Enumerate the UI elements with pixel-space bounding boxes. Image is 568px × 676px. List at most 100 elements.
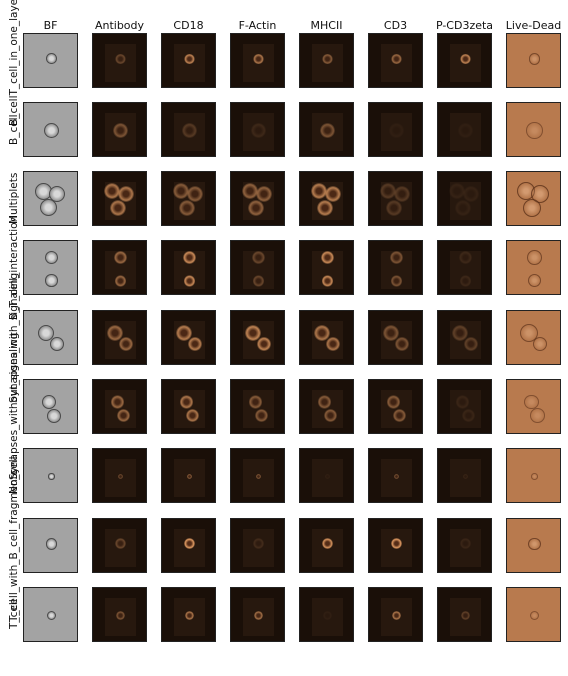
fluorescent-cell [109, 199, 126, 216]
micrograph-tile [299, 587, 354, 642]
bf-cell [50, 337, 64, 351]
fluorescent-cell [322, 53, 333, 64]
fluorescent-cell [117, 185, 135, 203]
fluorescent-cell [462, 185, 480, 203]
micrograph-tile [92, 33, 147, 88]
fluorescent-cell [321, 274, 334, 287]
fluorescent-cell [390, 274, 403, 287]
crop-region [105, 529, 136, 567]
crop-region [450, 251, 481, 289]
fluorescent-cell [253, 53, 264, 64]
column-title: Antibody [94, 19, 145, 32]
micrograph-tile [230, 310, 285, 365]
livedead-cell [526, 122, 543, 139]
fluorescent-cell [104, 183, 121, 200]
crop-region [105, 44, 136, 82]
micrograph-tile [23, 379, 78, 434]
micrograph-tile [368, 102, 423, 157]
fluorescent-cell [320, 250, 335, 265]
fluorescent-cell [247, 199, 264, 216]
crop-region [174, 113, 205, 151]
fluorescent-cell [113, 250, 128, 265]
row-label: T_cell [8, 599, 20, 630]
fluorescent-cell [326, 337, 340, 351]
column-title: P-CD3zeta [435, 19, 494, 32]
micrograph-tile [299, 518, 354, 573]
column-title: MHCII [310, 19, 343, 32]
micrograph-tile [368, 171, 423, 226]
fluorescent-cell [255, 473, 262, 480]
bf-cell [47, 408, 62, 423]
fluorescent-cell [320, 123, 335, 138]
livedead-cell [527, 274, 542, 288]
fluorescent-cell [461, 409, 475, 423]
bf-cell [48, 185, 66, 203]
micrograph-tile [92, 587, 147, 642]
micrograph-tile [299, 448, 354, 503]
fluorescent-cell [380, 183, 397, 200]
column-title: CD18 [173, 19, 204, 32]
fluorescent-cell [185, 409, 199, 423]
micrograph-tile [506, 587, 561, 642]
fluorescent-cell [323, 611, 332, 620]
crop-region [243, 251, 274, 289]
micrograph-tile [506, 448, 561, 503]
livedead-cell [531, 473, 538, 480]
micrograph-tile [437, 448, 492, 503]
micrograph-tile [92, 379, 147, 434]
micrograph-tile [230, 448, 285, 503]
micrograph-tile [299, 102, 354, 157]
fluorescent-cell [254, 611, 263, 620]
fluorescent-cell [391, 53, 402, 64]
fluorescent-cell [111, 395, 125, 409]
crop-region [450, 321, 481, 359]
micrograph-tile [437, 33, 492, 88]
crop-region [105, 459, 136, 497]
micrograph-tile [368, 518, 423, 573]
micrograph-tile [23, 587, 78, 642]
bf-cell [46, 53, 57, 65]
fluorescent-cell [323, 409, 337, 423]
fluorescent-cell [459, 274, 472, 287]
micrograph-tile [92, 448, 147, 503]
micrograph-tile [161, 587, 216, 642]
livedead-cell [528, 537, 541, 550]
fluorescent-cell [188, 337, 202, 351]
fluorescent-cell [311, 183, 328, 200]
crop-region [381, 251, 412, 289]
micrograph-tile [506, 518, 561, 573]
fluorescent-cell [392, 409, 406, 423]
fluorescent-cell [395, 337, 409, 351]
micrograph-tile [161, 33, 216, 88]
fluorescent-cell [313, 324, 331, 342]
micrograph-tile [92, 518, 147, 573]
fluorescent-cell [255, 185, 273, 203]
fluorescent-cell [106, 324, 124, 342]
fluorescent-cell [251, 123, 266, 138]
fluorescent-cell [462, 473, 469, 480]
fluorescent-cell [321, 538, 334, 550]
fluorescent-cell [451, 324, 469, 342]
micrograph-tile [437, 310, 492, 365]
fluorescent-cell [461, 611, 470, 620]
micrograph-tile [230, 33, 285, 88]
fluorescent-cell [324, 473, 331, 480]
bf-cell [37, 324, 55, 342]
livedead-cell [519, 323, 539, 343]
micrograph-tile [92, 310, 147, 365]
micrograph-tile [506, 102, 561, 157]
livedead-cell [522, 198, 541, 217]
fluorescent-cell [252, 538, 265, 550]
livedead-cell [530, 184, 550, 204]
fluorescent-cell [249, 395, 263, 409]
fluorescent-cell [456, 395, 470, 409]
micrograph-tile [230, 240, 285, 295]
crop-region [381, 459, 412, 497]
micrograph-tile [92, 240, 147, 295]
fluorescent-cell [242, 183, 259, 200]
crop-region [450, 182, 481, 220]
fluorescent-cell [389, 123, 404, 138]
micrograph-tile [437, 587, 492, 642]
bf-cell [44, 250, 59, 265]
crop-region [450, 390, 481, 428]
